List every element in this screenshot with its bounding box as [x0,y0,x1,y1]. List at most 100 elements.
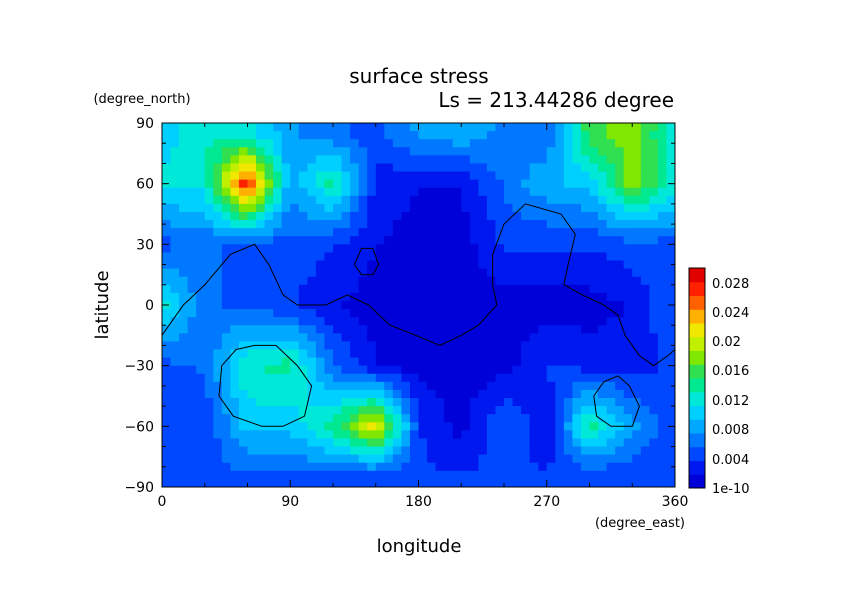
heatmap-cell [572,462,582,472]
heatmap-cell [341,244,351,254]
heatmap-cell [298,309,308,318]
heatmap-cell [418,203,428,213]
heatmap-cell [606,252,616,262]
heatmap-cell [367,414,377,423]
heatmap-cell [529,478,539,487]
heatmap-cell [290,414,300,423]
heatmap-cell [179,333,189,342]
heatmap-cell [452,365,462,375]
colorbar-swatch [689,309,705,324]
heatmap-cell [401,406,411,415]
heatmap-cell [649,446,659,456]
heatmap-cell [256,131,266,140]
heatmap-cell [350,211,360,221]
heatmap-cell [298,381,308,391]
heatmap-cell [196,187,206,197]
heatmap-cell [298,470,308,480]
heatmap-cell [221,284,231,294]
heatmap-cell [657,300,668,310]
heatmap-cell [572,341,582,351]
heatmap-cell [238,365,249,375]
heatmap-cell [230,131,240,140]
heatmap-cell [512,228,522,237]
heatmap-cell [409,284,420,294]
heatmap-cell [256,446,266,456]
heatmap-cell [273,357,283,367]
heatmap-cell [623,438,633,448]
heatmap-cell [452,422,462,431]
heatmap-cell [632,155,642,165]
heatmap-cell [640,349,650,359]
heatmap-cell [486,155,497,165]
heatmap-cell [238,398,249,407]
heatmap-cell [401,131,411,140]
heatmap-cell [392,276,402,286]
heatmap-cell [273,300,283,310]
heatmap-cell [666,211,675,221]
heatmap-cell [324,462,334,472]
heatmap-cell [324,300,334,310]
heatmap-cell [546,317,556,326]
heatmap-cell [461,446,471,456]
heatmap-cell [315,171,326,181]
heatmap-cell [666,454,675,464]
heatmap-cell [538,292,548,302]
heatmap-cell [187,438,197,448]
heatmap-cell [204,171,214,181]
heatmap-cell [315,228,326,237]
heatmap-cell [512,147,522,156]
heatmap-cell [324,179,334,189]
heatmap-cell [333,422,343,431]
heatmap-cell [375,398,385,407]
heatmap-cell [666,155,675,165]
heatmap-cell [452,236,462,245]
heatmap-cell [478,292,488,302]
heatmap-cell [598,171,608,181]
heatmap-cell [281,430,291,440]
heatmap-cell [230,203,240,213]
heatmap-cell [281,414,291,423]
heatmap-cell [640,478,650,487]
heatmap-cell [504,139,514,148]
heatmap-cell [555,462,565,472]
heatmap-cell [298,228,308,237]
heatmap-cell [162,268,172,278]
heatmap-cell [640,430,650,440]
heatmap-cell [495,406,505,415]
heatmap-cell [162,171,172,181]
heatmap-cell [418,284,428,294]
heatmap-cell [238,179,249,189]
heatmap-cell [350,131,360,140]
heatmap-cell [538,349,548,359]
heatmap-cell [580,462,591,472]
heatmap-cell [521,365,531,375]
heatmap-cell [367,325,377,334]
heatmap-cell [563,187,573,197]
heatmap-cell [521,131,531,140]
heatmap-cell [290,406,300,415]
heatmap-cell [375,244,385,254]
heatmap-cell [521,147,531,156]
heatmap-cell [281,300,291,310]
heatmap-cell [273,438,283,448]
heatmap-cell [623,236,633,245]
heatmap-cell [204,398,214,407]
heatmap-cell [589,438,599,448]
heatmap-cell [649,422,659,431]
heatmap-cell [187,446,197,456]
heatmap-cell [452,276,462,286]
heatmap-cell [213,341,223,351]
heatmap-cell [649,478,659,487]
heatmap-cell [204,341,214,351]
heatmap-cell [196,446,206,456]
heatmap-cell [521,244,531,254]
heatmap-cell [435,147,445,156]
heatmap-cell [623,373,633,383]
heatmap-cell [358,131,368,140]
heatmap-cell [504,357,514,367]
heatmap-cell [298,123,308,132]
heatmap-cell [162,470,172,480]
heatmap-cell [555,292,565,302]
heatmap-cell [580,244,591,254]
heatmap-cell [623,211,633,221]
